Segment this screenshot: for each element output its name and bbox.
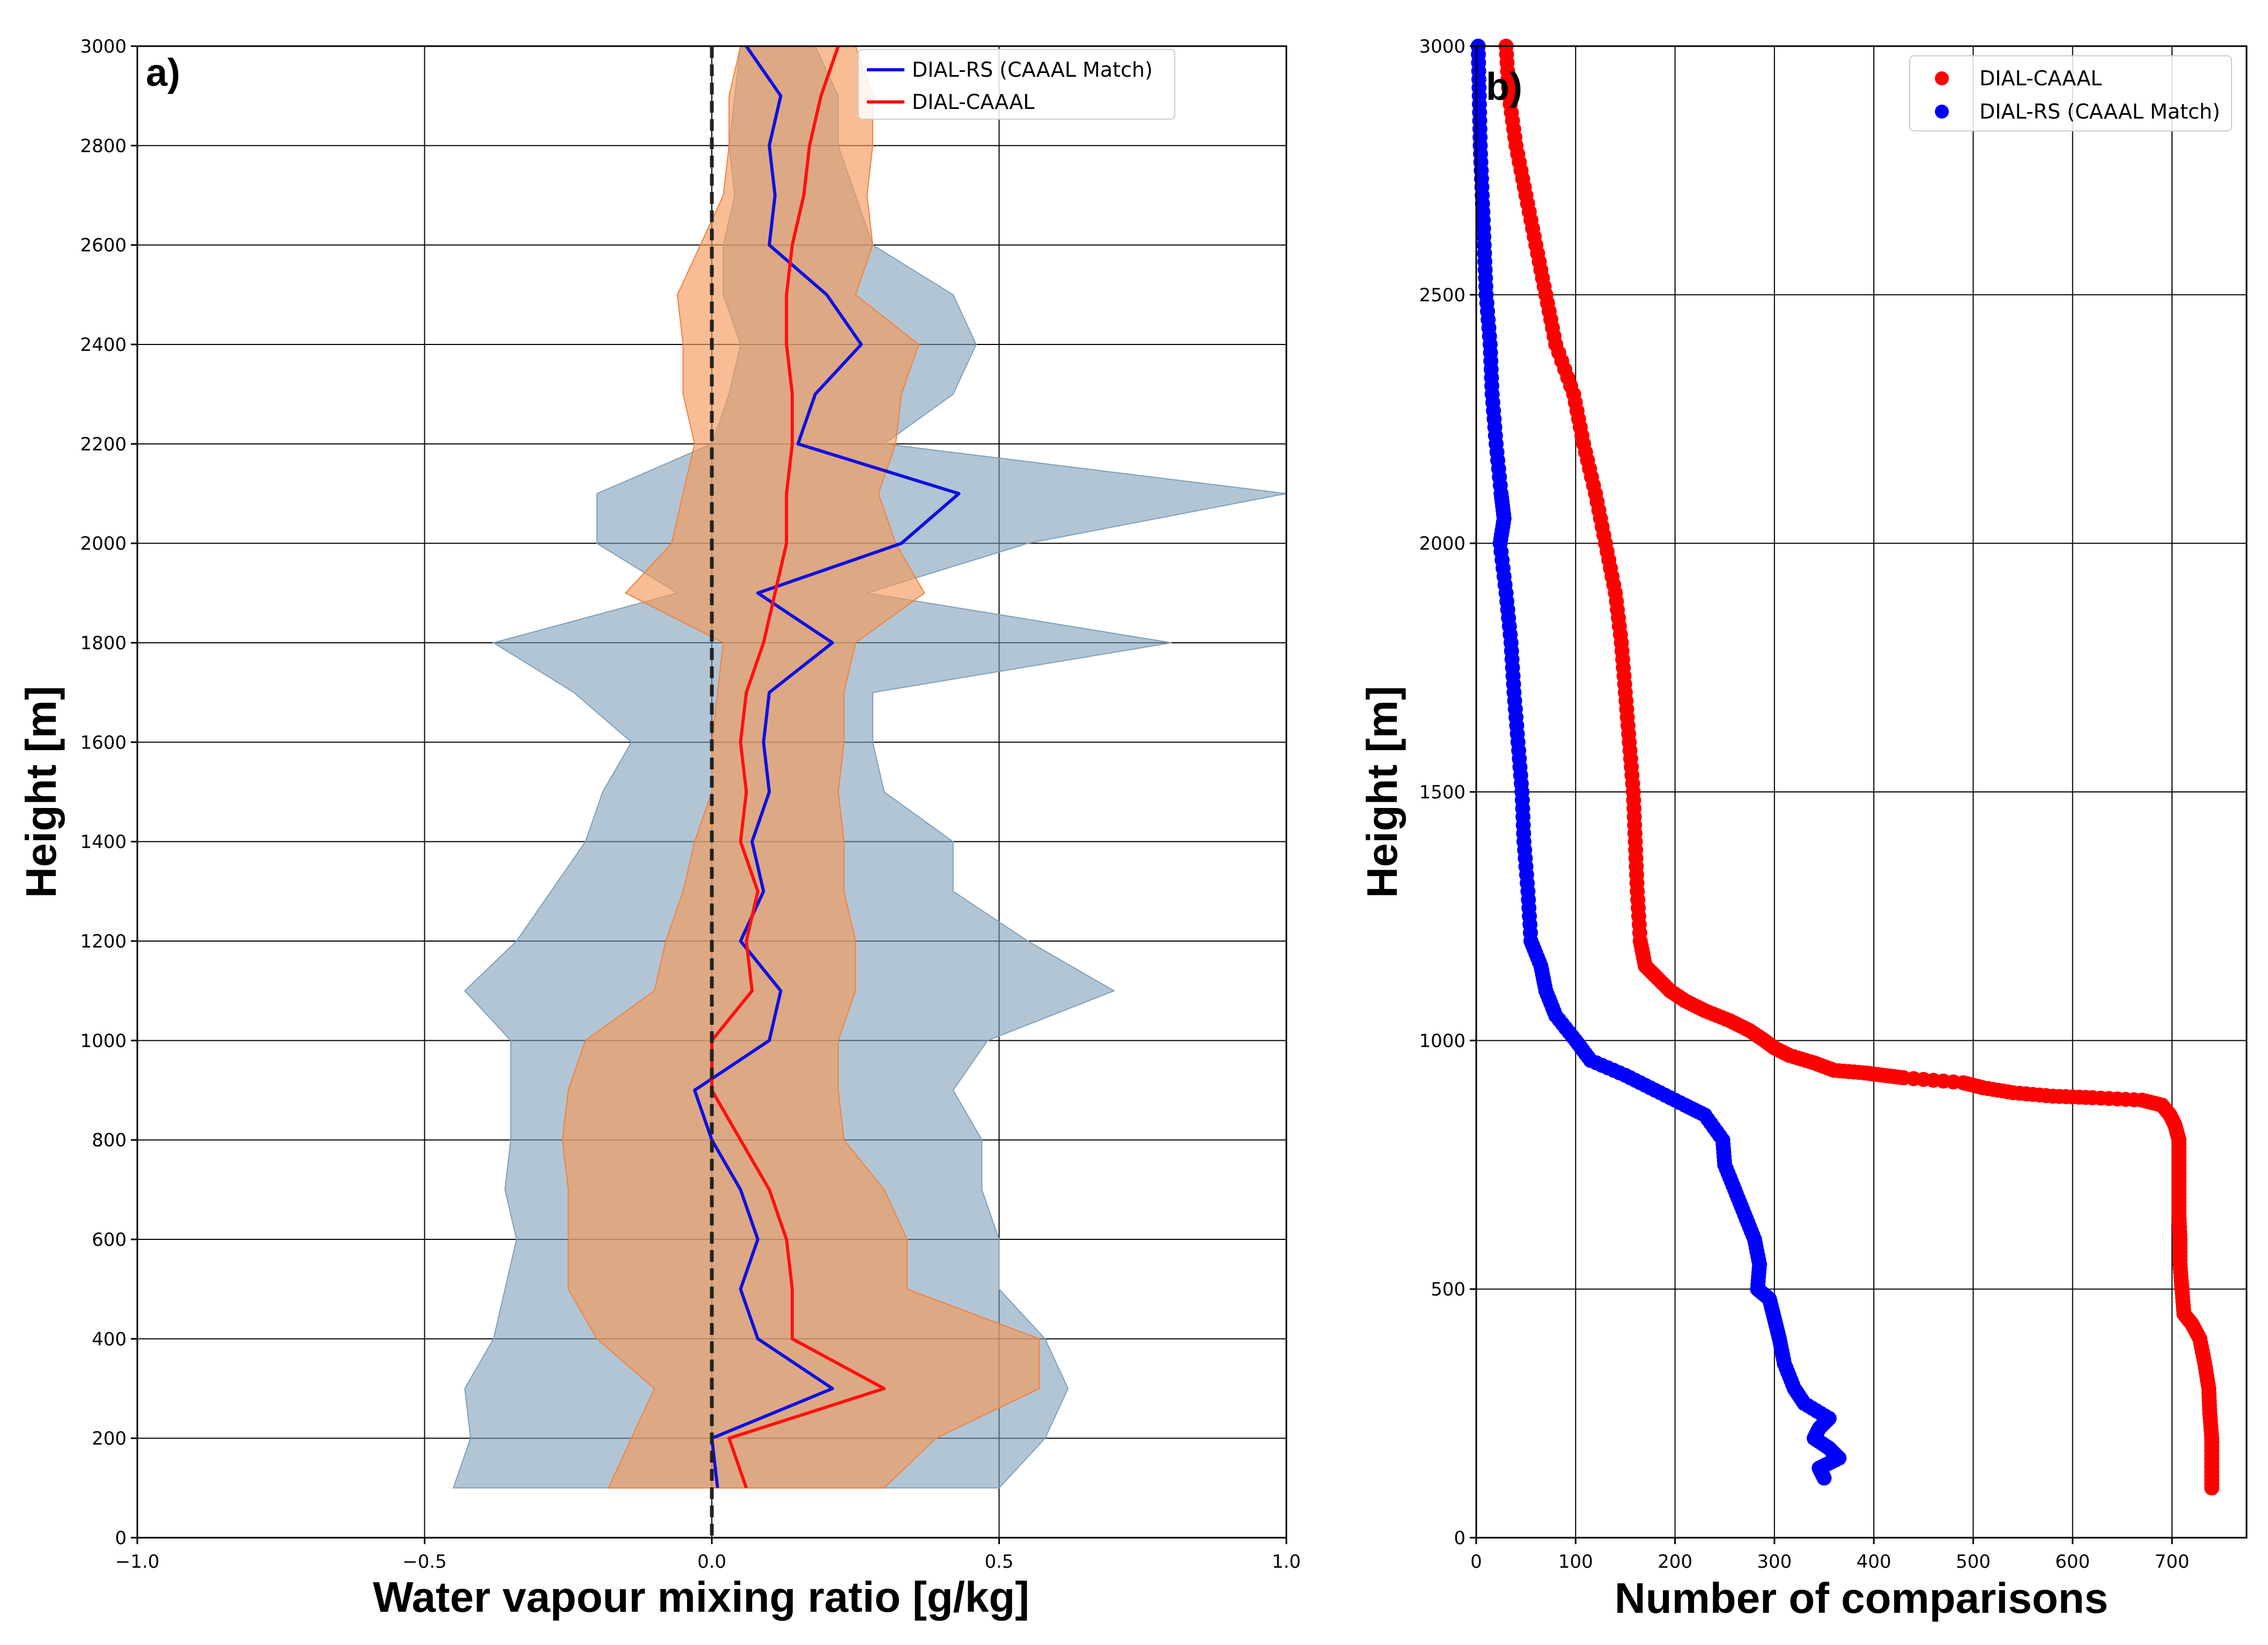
panel-a-ytick-label: 200 [92,1428,127,1450]
panel-a-x-axis-label: Water vapour mixing ratio [g/kg] [373,1573,1029,1621]
panel-b-x-ticks: 0 100 200 300 400 500 600 700 [1470,1538,2189,1573]
panel-a-ytick-label: 1200 [80,931,127,952]
panel-b-xtick-label: 500 [1956,1551,1991,1573]
panel-b-legend: DIAL-CAAAL DIAL-RS (CAAAL Match) [1909,55,2232,131]
legend-b-caaal-label: DIAL-CAAAL [1979,67,2102,90]
panel-a-line-dial-rs [693,45,961,1488]
panel-b-label: b) [1486,65,1522,108]
panel-a-ytick-label: 600 [92,1229,127,1251]
panel-a-ytick-label: 1000 [80,1030,127,1052]
panel-a-ytick-label: 800 [92,1130,127,1151]
panel-a-ytick-label: 2800 [80,135,127,157]
panel-a-ytick-label: 3000 [80,36,127,57]
panel-a-ytick-label: 1400 [80,832,127,853]
panel-a-ytick-label: 2600 [80,235,127,256]
panel-b-xtick-label: 0 [1470,1551,1482,1573]
panel-b-ytick-label: 2500 [1419,284,1466,306]
panel-b-ytick-label: 1500 [1419,782,1466,803]
panel-b-xtick-label: 400 [1857,1551,1891,1573]
panel-b-xtick-label: 100 [1558,1551,1593,1573]
panel-a-line-dial-caaal [710,46,886,1489]
panel-b-ytick-label: 2000 [1419,533,1466,555]
panel-b-ytick-label: 0 [1454,1528,1466,1549]
panel-a-label: a) [146,52,180,94]
panel-a-legend-box [858,49,1175,120]
panel-a-series-lines [693,45,961,1489]
panel-a-ytick-label: 2000 [80,533,127,555]
panel-a-xtick-label: 1.0 [1272,1551,1301,1573]
panel-b-y-ticks: 0 500 1000 1500 2000 2500 3000 [1419,36,1476,1549]
legend-a-rs-label: DIAL-RS (CAAAL Match) [912,58,1153,82]
panel-b-y-axis-label: Height [m] [1358,686,1406,898]
panel-b-ytick-label: 1000 [1419,1030,1466,1052]
panel-a-xtick-label: −1.0 [115,1551,160,1573]
legend-b-rs-label: DIAL-RS (CAAAL Match) [1979,100,2220,123]
panel-b-scatter-points [1470,39,2220,1496]
panel-a-ytick-label: 2200 [80,434,127,455]
panel-a-y-axis-label: Height [m] [17,686,65,898]
panel-a-xtick-label: 0.0 [697,1551,726,1573]
panel-b-legend-box [1909,55,2232,131]
panel-a-legend: DIAL-RS (CAAAL Match) DIAL-CAAAL [858,49,1175,120]
panel-a-y-ticks: 0 200 400 600 800 1000 1200 1400 1600 1800 2000 220… [80,36,137,1549]
panel-b-ytick-label: 500 [1431,1279,1466,1301]
panel-a-ytick-label: 1800 [80,633,127,654]
panel-b-ytick-label: 3000 [1419,36,1466,57]
panel-a-ytick-label: 0 [115,1528,127,1549]
panel-a-ytick-label: 2400 [80,334,127,356]
panel-a-water-vapour-profile: −1.0 −0.5 0.0 0.5 1.0 0 200 400 600 800 1000 1200 1… [17,36,1301,1621]
panel-b-x-axis-label: Number of comparisons [1615,1574,2108,1622]
panel-a-xtick-label: 0.5 [984,1551,1013,1573]
legend-b-rs-marker [1935,105,1949,119]
panel-b-comparison-counts: 0 100 200 300 400 500 600 700 0 500 1000 1500 2000 2… [1358,36,2248,1622]
panel-a-xtick-label: −0.5 [402,1551,447,1573]
panel-b-xtick-label: 300 [1757,1551,1792,1573]
panel-a-ytick-label: 400 [92,1328,127,1350]
panel-b-xtick-label: 200 [1658,1551,1692,1573]
legend-a-caaal-label: DIAL-CAAAL [912,90,1034,114]
panel-b-xtick-label: 600 [2055,1551,2090,1573]
panel-a-ytick-label: 1600 [80,732,127,753]
panel-b-xtick-label: 700 [2155,1551,2190,1573]
panel-a-x-ticks: −1.0 −0.5 0.0 0.5 1.0 [115,1538,1301,1573]
legend-b-caaal-marker [1935,71,1949,85]
